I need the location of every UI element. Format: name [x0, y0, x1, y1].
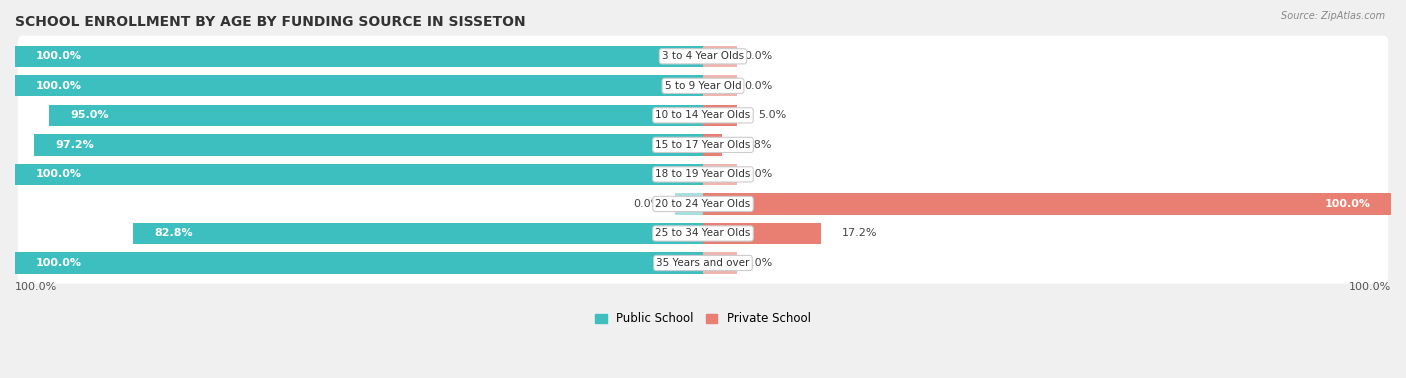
Text: 5 to 9 Year Old: 5 to 9 Year Old — [665, 81, 741, 91]
Bar — [703, 253, 737, 274]
Text: 0.0%: 0.0% — [744, 258, 772, 268]
Text: Source: ZipAtlas.com: Source: ZipAtlas.com — [1281, 11, 1385, 21]
Bar — [703, 134, 723, 155]
Bar — [34, 134, 703, 155]
Text: 100.0%: 100.0% — [15, 282, 58, 292]
Bar — [15, 46, 703, 67]
Text: 5.0%: 5.0% — [758, 110, 786, 120]
Text: 100.0%: 100.0% — [35, 51, 82, 61]
Text: 25 to 34 Year Olds: 25 to 34 Year Olds — [655, 228, 751, 239]
Text: 10 to 14 Year Olds: 10 to 14 Year Olds — [655, 110, 751, 120]
FancyBboxPatch shape — [18, 36, 1388, 77]
Text: 100.0%: 100.0% — [1324, 199, 1371, 209]
Text: 3 to 4 Year Olds: 3 to 4 Year Olds — [662, 51, 744, 61]
Text: 18 to 19 Year Olds: 18 to 19 Year Olds — [655, 169, 751, 180]
Bar — [703, 164, 737, 185]
Text: 20 to 24 Year Olds: 20 to 24 Year Olds — [655, 199, 751, 209]
Text: 100.0%: 100.0% — [35, 258, 82, 268]
Legend: Public School, Private School: Public School, Private School — [591, 308, 815, 330]
Text: 95.0%: 95.0% — [70, 110, 108, 120]
Text: 100.0%: 100.0% — [35, 81, 82, 91]
Bar — [15, 253, 703, 274]
Text: 35 Years and over: 35 Years and over — [657, 258, 749, 268]
Text: 100.0%: 100.0% — [1348, 282, 1391, 292]
Text: 0.0%: 0.0% — [634, 199, 662, 209]
Text: 17.2%: 17.2% — [842, 228, 877, 239]
Bar — [134, 223, 703, 244]
Text: 100.0%: 100.0% — [35, 169, 82, 180]
Text: 0.0%: 0.0% — [744, 81, 772, 91]
Bar — [703, 105, 737, 126]
FancyBboxPatch shape — [18, 65, 1388, 107]
Text: 0.0%: 0.0% — [744, 169, 772, 180]
Bar — [15, 164, 703, 185]
Text: 15 to 17 Year Olds: 15 to 17 Year Olds — [655, 140, 751, 150]
Bar — [49, 105, 703, 126]
Bar — [15, 75, 703, 96]
Text: SCHOOL ENROLLMENT BY AGE BY FUNDING SOURCE IN SISSETON: SCHOOL ENROLLMENT BY AGE BY FUNDING SOUR… — [15, 15, 526, 29]
Bar — [703, 46, 737, 67]
Bar — [703, 223, 821, 244]
FancyBboxPatch shape — [18, 242, 1388, 284]
Bar — [703, 75, 737, 96]
Text: 97.2%: 97.2% — [55, 140, 94, 150]
Bar — [675, 193, 703, 215]
Bar — [703, 193, 1391, 215]
FancyBboxPatch shape — [18, 124, 1388, 166]
FancyBboxPatch shape — [18, 213, 1388, 254]
FancyBboxPatch shape — [18, 95, 1388, 136]
Text: 2.8%: 2.8% — [742, 140, 772, 150]
Text: 82.8%: 82.8% — [155, 228, 193, 239]
FancyBboxPatch shape — [18, 183, 1388, 225]
Text: 0.0%: 0.0% — [744, 51, 772, 61]
FancyBboxPatch shape — [18, 154, 1388, 195]
